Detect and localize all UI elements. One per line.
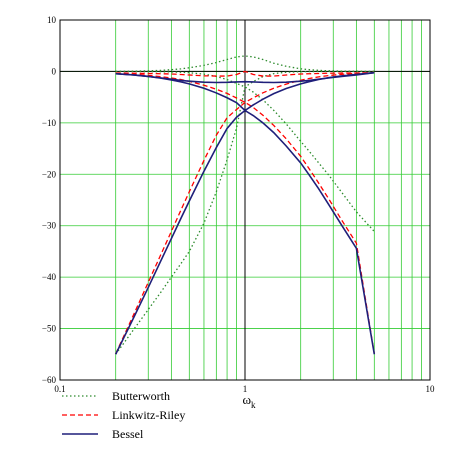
y-tick-label: 0 bbox=[52, 66, 57, 76]
x-axis-label-subscript: k bbox=[251, 400, 256, 410]
y-tick-label: −50 bbox=[42, 324, 57, 334]
x-tick-label: 10 bbox=[426, 384, 436, 394]
y-tick-label: −10 bbox=[42, 118, 57, 128]
y-tick-label: 10 bbox=[47, 15, 57, 25]
legend: Butterworth Linkwitz-Riley Bessel bbox=[62, 389, 185, 441]
series-butterworth bbox=[115, 55, 375, 355]
legend-label: Bessel bbox=[112, 427, 144, 441]
legend-label: Linkwitz-Riley bbox=[112, 408, 185, 422]
series-linkwitz-riley bbox=[115, 70, 375, 355]
series-curve bbox=[115, 70, 375, 232]
y-tick-labels: 10 0 −10 −20 −30 −40 −50 −60 bbox=[42, 15, 57, 385]
x-tick-labels: 0.1 1 10 bbox=[54, 384, 435, 394]
plot-frame bbox=[59, 19, 431, 381]
y-tick-label: −60 bbox=[42, 375, 57, 385]
x-axis-label-main: ω bbox=[242, 392, 251, 407]
x-axis-label: ωk bbox=[242, 392, 256, 410]
series-curve bbox=[115, 70, 375, 77]
y-tick-label: −40 bbox=[42, 272, 57, 282]
y-tick-label: −30 bbox=[42, 221, 57, 231]
plot-series bbox=[114, 55, 376, 355]
series-curve bbox=[115, 71, 375, 84]
grid-minor bbox=[115, 20, 422, 380]
x-tick-label: 0.1 bbox=[54, 384, 65, 394]
x-tick-label: 1 bbox=[243, 384, 248, 394]
y-tick-label: −20 bbox=[42, 169, 57, 179]
series-curve bbox=[115, 72, 375, 354]
series-curve bbox=[115, 70, 375, 355]
series-curve bbox=[115, 71, 375, 355]
series-curve bbox=[115, 55, 375, 73]
legend-label: Butterworth bbox=[112, 389, 170, 403]
series-bessel bbox=[114, 71, 376, 355]
